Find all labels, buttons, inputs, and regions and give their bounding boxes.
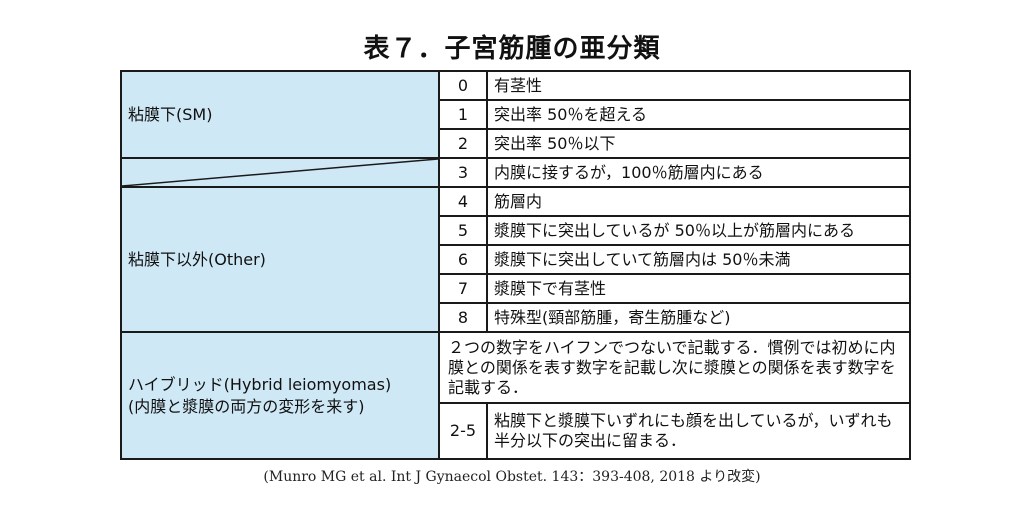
row-description: 突出率 50％以下 xyxy=(486,128,911,159)
row-number: 1 xyxy=(438,99,488,130)
table-row: 8 特殊型(頸部筋腫，寄生筋腫など) xyxy=(121,302,911,333)
category-other: 粘膜下以外(Other) xyxy=(120,186,440,333)
table-row: 6 漿膜下に突出していて筋層内は 50％未満 xyxy=(121,244,911,275)
row-number: 2 xyxy=(438,128,488,159)
table-row: 粘膜下(SM) 0 有茎性 xyxy=(120,70,911,159)
row-number: 7 xyxy=(438,273,488,304)
hybrid-label: ハイブリッド(Hybrid leiomyomas) xyxy=(128,374,392,394)
table-row: ハイブリッド(Hybrid leiomyomas) (内膜と漿膜の両方の変形を来… xyxy=(120,331,911,460)
diagonal-divider-cell xyxy=(120,157,440,188)
category-submucosal: 粘膜下(SM) xyxy=(120,70,440,159)
category-hybrid: ハイブリッド(Hybrid leiomyomas) (内膜と漿膜の両方の変形を来… xyxy=(120,331,440,460)
row-description: 漿膜下に突出しているが 50％以上が筋層内にある xyxy=(486,215,911,246)
hybrid-note: ２つの数字をハイフンでつないで記載する．慣例では初めに内膜との関係を表す数字を記… xyxy=(438,331,911,404)
row-description: 特殊型(頸部筋腫，寄生筋腫など) xyxy=(486,302,911,333)
row-number: 0 xyxy=(438,70,488,101)
table-row: 3 内膜に接するが，100％筋層内にある xyxy=(120,157,911,188)
table-title: 表７．子宮筋腫の亜分類 xyxy=(363,34,661,64)
row-number: 5 xyxy=(438,215,488,246)
row-description: 内膜に接するが，100％筋層内にある xyxy=(486,157,911,188)
table-row: 2-5 粘膜下と漿膜下いずれにも顔を出しているが，いずれも半分以下の突出に留まる… xyxy=(121,402,911,460)
row-number: 8 xyxy=(438,302,488,333)
row-description: 粘膜下と漿膜下いずれにも顔を出しているが，いずれも半分以下の突出に留まる． xyxy=(486,402,911,460)
row-number: 4 xyxy=(438,186,488,217)
row-number: 2-5 xyxy=(438,402,488,460)
table-row: 7 漿膜下で有茎性 xyxy=(121,273,911,304)
table-row: 2 突出率 50％以下 xyxy=(121,128,911,159)
row-description: 筋層内 xyxy=(486,186,911,217)
row-description: 突出率 50％を超える xyxy=(486,99,911,130)
table-row: 粘膜下以外(Other) 4 筋層内 xyxy=(120,186,911,333)
row-number: 3 xyxy=(438,157,488,188)
fibroid-classification-table: 粘膜下(SM) 0 有茎性 1 突出率 50％を超える 2 突出率 50％以下 … xyxy=(120,70,911,460)
source-citation: (Munro MG et al. Int J Gynaecol Obstet. … xyxy=(263,469,761,485)
hybrid-sublabel: (内膜と漿膜の両方の変形を来す) xyxy=(128,396,365,416)
row-description: 漿膜下で有茎性 xyxy=(486,273,911,304)
row-description: 漿膜下に突出していて筋層内は 50％未満 xyxy=(486,244,911,275)
row-description: 有茎性 xyxy=(486,70,911,101)
row-number: 6 xyxy=(438,244,488,275)
table-row: 5 漿膜下に突出しているが 50％以上が筋層内にある xyxy=(121,215,911,246)
diagonal-line xyxy=(122,159,438,186)
table-row: 1 突出率 50％を超える xyxy=(121,99,911,130)
